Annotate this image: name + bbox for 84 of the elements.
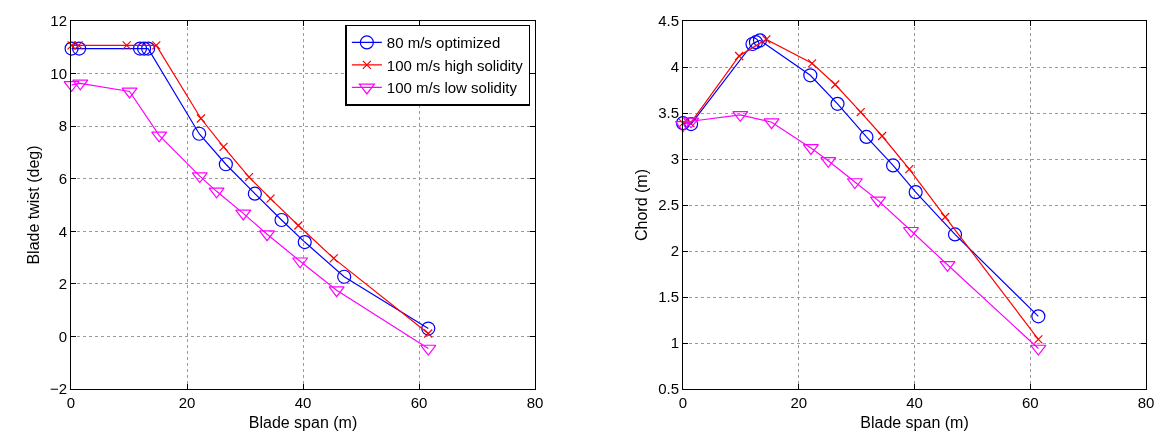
point: [293, 220, 303, 231]
point: [830, 96, 845, 111]
x-tick-label: 60: [1021, 394, 1039, 411]
y-tick-label: 8: [58, 117, 67, 135]
point: [1030, 344, 1047, 356]
y-tick-label: 4.5: [658, 12, 679, 30]
point: [761, 34, 771, 44]
y-tick-label: 3.5: [658, 104, 679, 122]
point: [329, 253, 339, 263]
point: [820, 156, 837, 168]
point: [423, 328, 433, 339]
y-tick-label: 10: [50, 64, 67, 82]
legend-label: 80 m/s optimized: [386, 34, 501, 52]
point: [247, 186, 262, 201]
point: [940, 212, 950, 222]
point: [421, 321, 436, 336]
point: [803, 68, 818, 83]
point: [235, 209, 252, 221]
point: [192, 126, 207, 141]
y-tick-label: 1.5: [658, 288, 679, 306]
point: [420, 344, 437, 356]
point: [196, 113, 206, 124]
legend-label: 100 m/s high solidity: [386, 56, 524, 74]
point: [136, 41, 152, 56]
point: [122, 40, 132, 51]
point: [297, 234, 312, 250]
x-tick-label: 40: [906, 394, 923, 411]
point: [265, 194, 276, 204]
point: [1031, 309, 1046, 324]
y-tick-label: 2.5: [658, 196, 679, 214]
y-tick-label: 3: [670, 150, 679, 168]
y-tick-label: 0: [58, 327, 67, 345]
point: [846, 178, 863, 190]
point: [208, 187, 225, 199]
y-tick-label: 4: [58, 222, 67, 240]
point: [151, 131, 168, 143]
point: [121, 87, 138, 99]
point: [244, 172, 254, 182]
y-tick-label: −2: [49, 380, 67, 398]
y-axis-title: Blade twist (deg): [24, 145, 42, 265]
point: [748, 35, 764, 50]
point: [947, 227, 963, 242]
point: [939, 260, 956, 272]
point: [337, 269, 352, 284]
point: [218, 157, 233, 172]
point: [732, 110, 749, 122]
point: [141, 41, 156, 56]
y-tick-label: 2: [58, 275, 67, 293]
point: [908, 185, 923, 200]
y-axis-title: Chord (m): [633, 168, 651, 242]
y-tick-label: 6: [58, 169, 67, 187]
point: [745, 36, 760, 52]
x-tick-label: 80: [526, 394, 544, 411]
point: [151, 40, 161, 51]
y-tick-label: 0.5: [658, 380, 679, 398]
x-tick-label: 60: [410, 394, 428, 411]
x-tick-label: 80: [1137, 394, 1155, 411]
y-tick-label: 4: [670, 58, 679, 76]
x-axis-title: Blade span (m): [248, 413, 358, 431]
point: [191, 172, 208, 184]
point: [328, 286, 345, 298]
legend-label: 100 m/s low solidity: [386, 79, 518, 97]
point: [752, 33, 768, 48]
point: [830, 79, 840, 90]
x-tick-label: 20: [790, 394, 808, 411]
point: [859, 129, 874, 145]
point: [807, 58, 817, 68]
point: [274, 212, 289, 228]
point: [218, 142, 229, 152]
point: [904, 164, 914, 174]
point: [1033, 334, 1043, 344]
x-tick-label: 40: [294, 394, 312, 411]
point: [856, 107, 866, 117]
y-tick-label: 2: [670, 242, 679, 260]
x-axis-title: Blade span (m): [860, 413, 969, 431]
point: [72, 79, 89, 91]
point: [132, 41, 148, 56]
point: [877, 131, 887, 141]
point: [734, 51, 744, 61]
point: [886, 158, 901, 173]
x-tick-label: 20: [178, 394, 196, 411]
point: [763, 118, 780, 130]
y-tick-label: 1: [670, 334, 679, 352]
y-tick-label: 12: [50, 12, 67, 30]
